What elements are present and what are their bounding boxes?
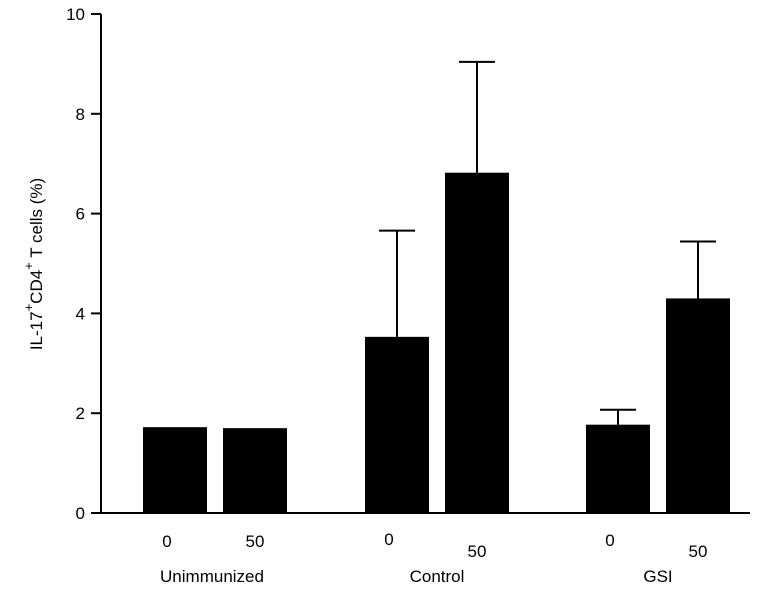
bar — [365, 336, 429, 513]
bars — [143, 172, 730, 513]
bar-dose-label: 0 — [162, 532, 171, 551]
group-label: Unimmunized — [160, 567, 264, 586]
bar-dose-label: 50 — [246, 532, 265, 551]
y-tick-label: 0 — [76, 504, 85, 523]
y-axis-title-suffix: T cells (%) — [27, 178, 46, 262]
y-tick-label: 4 — [76, 304, 85, 323]
y-axis-title-sup1: + — [21, 304, 36, 312]
bar-dose-label: 50 — [468, 542, 487, 561]
error-bars — [379, 60, 716, 425]
bar — [143, 427, 207, 513]
bar-dose-label: 0 — [605, 531, 614, 550]
y-tick-label: 8 — [76, 105, 85, 124]
y-axis-title-middle: CD4 — [27, 270, 46, 304]
group-label: GSI — [643, 567, 672, 586]
bar-dose-label: 50 — [689, 542, 708, 561]
bar-dose-label: 0 — [384, 530, 393, 549]
bar — [666, 298, 730, 513]
group-label: Control — [410, 567, 465, 586]
bar — [223, 428, 287, 513]
bar — [586, 424, 650, 513]
y-tick-label: 2 — [76, 404, 85, 423]
y-axis-title-sup2: + — [21, 262, 36, 270]
y-tick-label: 6 — [76, 205, 85, 224]
y-axis-title-prefix: IL-17 — [27, 311, 46, 350]
y-axis-title: IL-17+CD4+ T cells (%) — [21, 178, 46, 350]
bar — [445, 172, 509, 513]
y-tick-label: 10 — [66, 5, 85, 24]
